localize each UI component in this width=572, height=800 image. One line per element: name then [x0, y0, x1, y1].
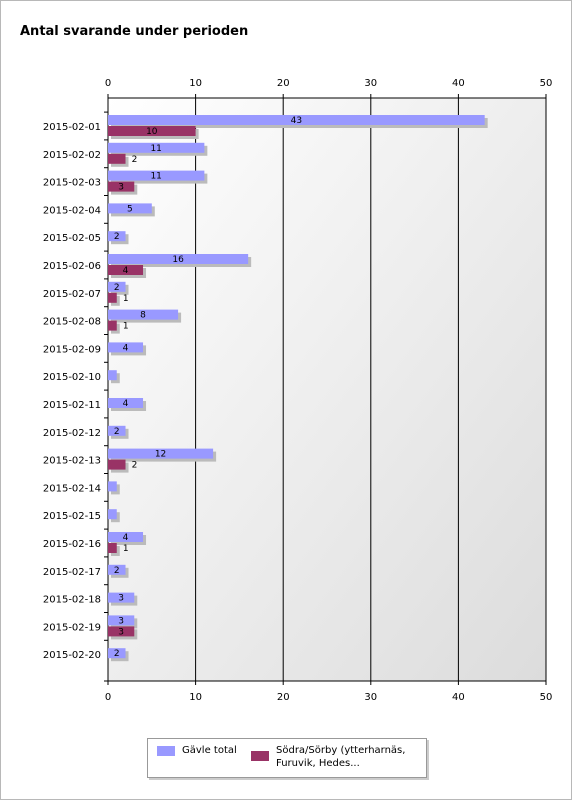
data-label-s0-0: 43 [291, 116, 302, 126]
category-label-16: 2015-02-17 [43, 567, 101, 578]
bar-s0-2 [108, 170, 205, 181]
data-label-s1-1: 2 [132, 155, 138, 165]
data-label-s1-18: 3 [118, 627, 124, 637]
bar-s0-16 [108, 564, 126, 575]
bar-s1-6 [108, 292, 117, 303]
bar-s1-15 [108, 543, 117, 553]
bar-s0-4 [108, 231, 126, 242]
x-tick-label-top-20: 20 [277, 78, 290, 89]
category-label-6: 2015-02-07 [43, 289, 101, 300]
category-label-8: 2015-02-09 [43, 344, 101, 355]
x-tick-label-bottom-30: 30 [364, 692, 377, 703]
bar-s0-5 [108, 254, 249, 264]
data-label-s0-19: 2 [114, 649, 120, 659]
data-label-s0-18: 3 [118, 616, 124, 626]
bar-s0-8 [108, 342, 144, 353]
x-tick-label-bottom-20: 20 [277, 692, 290, 703]
data-label-s0-16: 2 [114, 566, 120, 576]
x-tick-label-bottom-10: 10 [189, 692, 202, 703]
data-label-s0-6: 2 [114, 283, 120, 293]
bar-s0-13 [108, 481, 117, 492]
data-label-s0-10: 4 [123, 399, 129, 409]
bar-s0-6 [108, 281, 126, 292]
category-label-12: 2015-02-13 [43, 456, 101, 467]
data-label-s1-5: 4 [123, 266, 129, 276]
bar-s1-1 [108, 153, 126, 164]
data-label-s0-1: 11 [150, 144, 161, 154]
data-label-s0-5: 16 [172, 255, 184, 265]
data-label-s1-6: 1 [123, 294, 129, 304]
data-label-s0-17: 3 [118, 594, 124, 604]
legend-swatch-1 [251, 751, 269, 761]
x-tick-label-top-0: 0 [105, 78, 111, 89]
data-label-s0-2: 11 [150, 172, 161, 182]
legend: Gävle total Södra/Sörby (ytterharnäs, Fu… [147, 738, 427, 778]
category-label-15: 2015-02-16 [43, 539, 101, 550]
data-label-s0-7: 8 [140, 311, 146, 321]
data-label-s1-15: 1 [123, 544, 129, 554]
bar-s0-18 [108, 615, 135, 626]
legend-swatch-0 [157, 746, 175, 756]
bar-s0-3 [108, 203, 152, 214]
bar-s0-14 [108, 509, 117, 520]
data-label-s0-8: 4 [123, 343, 129, 353]
x-tick-label-top-50: 50 [540, 78, 553, 89]
bar-s1-0 [108, 126, 196, 136]
category-label-4: 2015-02-05 [43, 233, 101, 244]
bar-s0-10 [108, 398, 144, 408]
data-label-s0-4: 2 [114, 232, 120, 242]
bar-s0-19 [108, 648, 126, 659]
legend-label-1b: Furuvik, Hedes... [276, 758, 360, 769]
data-label-s0-12: 12 [155, 450, 166, 460]
category-label-5: 2015-02-06 [43, 261, 101, 272]
bar-s0-15 [108, 532, 144, 542]
x-tick-label-top-40: 40 [452, 78, 465, 89]
bar-s0-9 [108, 370, 117, 381]
x-tick-label-bottom-0: 0 [105, 692, 111, 703]
category-label-3: 2015-02-04 [43, 205, 101, 216]
bar-s1-7 [108, 320, 117, 331]
chart-title: Antal svarande under perioden [20, 24, 249, 39]
bar-s0-17 [108, 592, 135, 603]
bar-s1-2 [108, 181, 135, 192]
data-label-s1-12: 2 [132, 461, 138, 471]
legend-label-0: Gävle total [182, 745, 237, 756]
bar-s0-7 [108, 309, 179, 320]
category-label-14: 2015-02-15 [43, 511, 101, 522]
x-tick-label-top-30: 30 [364, 78, 377, 89]
category-label-18: 2015-02-19 [43, 622, 101, 633]
category-label-11: 2015-02-12 [43, 428, 101, 439]
data-label-s1-0: 10 [146, 127, 158, 137]
category-label-10: 2015-02-11 [43, 400, 101, 411]
data-label-s0-15: 4 [123, 533, 129, 543]
bar-s1-5 [108, 265, 144, 275]
category-label-9: 2015-02-10 [43, 372, 101, 383]
category-label-7: 2015-02-08 [43, 317, 101, 328]
category-label-13: 2015-02-14 [43, 483, 101, 494]
plot-area [108, 98, 546, 681]
data-label-s0-3: 5 [127, 204, 133, 214]
x-tick-label-bottom-50: 50 [540, 692, 553, 703]
category-label-17: 2015-02-18 [43, 595, 101, 606]
bar-s0-1 [108, 142, 205, 153]
bar-s1-12 [108, 459, 126, 470]
data-label-s1-2: 3 [118, 183, 124, 193]
data-label-s0-11: 2 [114, 427, 120, 437]
category-label-0: 2015-02-01 [43, 122, 101, 133]
bar-s0-12 [108, 448, 214, 459]
category-label-19: 2015-02-20 [43, 650, 101, 661]
data-label-s1-7: 1 [123, 322, 129, 332]
category-label-1: 2015-02-02 [43, 150, 101, 161]
category-label-2: 2015-02-03 [43, 178, 101, 189]
bar-s0-11 [108, 425, 126, 436]
x-tick-label-top-10: 10 [189, 78, 202, 89]
x-tick-label-bottom-40: 40 [452, 692, 465, 703]
bar-s0-0 [108, 115, 485, 125]
bar-s1-18 [108, 626, 135, 637]
legend-label-1a: Södra/Sörby (ytterharnäs, [276, 745, 406, 756]
